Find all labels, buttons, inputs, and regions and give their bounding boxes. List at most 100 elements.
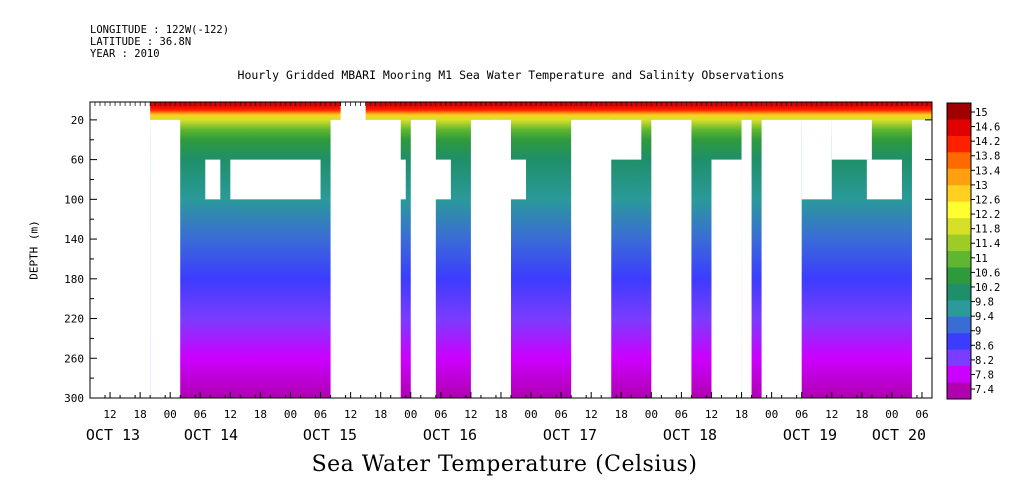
x-hour-label: 12 xyxy=(825,408,838,421)
x-hour-label: 18 xyxy=(855,408,868,421)
y-tick-label: 180 xyxy=(64,273,84,286)
y-tick-label: 20 xyxy=(71,114,84,127)
colorbar-swatch xyxy=(947,218,971,236)
x-hour-label: 00 xyxy=(284,408,297,421)
x-hour-label: 00 xyxy=(404,408,417,421)
missing-data-block xyxy=(370,159,406,200)
missing-data-block xyxy=(230,159,321,200)
x-day-label: OCT 18 xyxy=(663,426,717,444)
colorbar-tick-label: 7.4 xyxy=(975,384,994,396)
missing-data-block xyxy=(601,119,642,160)
missing-data-block xyxy=(771,199,787,398)
colorbar-swatch xyxy=(947,185,971,203)
missing-data-block xyxy=(490,119,511,398)
x-hour-label: 12 xyxy=(224,408,237,421)
x-hour-label: 06 xyxy=(795,408,808,421)
y-tick-label: 260 xyxy=(64,352,84,365)
x-hour-label: 12 xyxy=(103,408,116,421)
missing-data-block xyxy=(90,102,151,398)
colorbar-swatch xyxy=(947,201,971,219)
x-day-label: OCT 20 xyxy=(872,426,926,444)
x-hour-label: 00 xyxy=(164,408,177,421)
colorbar-swatch xyxy=(947,152,971,170)
colorbar-tick-label: 12.6 xyxy=(975,194,1000,206)
colorbar-tick-label: 9.4 xyxy=(975,311,994,323)
missing-data-block xyxy=(651,119,692,398)
x-hour-label: 12 xyxy=(464,408,477,421)
x-hour-label: 18 xyxy=(254,408,267,421)
colorbar-label: Sea Water Temperature (Celsius) xyxy=(311,452,698,477)
x-hour-label: 06 xyxy=(434,408,447,421)
colorbar-tick-label: 14.2 xyxy=(975,136,1000,148)
missing-data-block xyxy=(801,119,832,200)
colorbar-tick-label: 14.6 xyxy=(975,122,1000,134)
colorbar-tick-label: 10.2 xyxy=(975,282,1000,294)
colorbar-tick-label: 10.6 xyxy=(975,267,1000,279)
x-day-label: OCT 13 xyxy=(86,426,140,444)
missing-data-block xyxy=(150,119,181,398)
colorbar-swatch xyxy=(947,267,971,285)
colorbar-frame xyxy=(946,102,972,400)
x-day-label: OCT 17 xyxy=(543,426,597,444)
y-tick-label: 300 xyxy=(64,392,84,405)
y-tick-label: 220 xyxy=(64,313,84,326)
x-hour-label: 00 xyxy=(645,408,658,421)
x-hour-label: 18 xyxy=(735,408,748,421)
colorbar-swatch xyxy=(947,333,971,351)
x-hour-label: 06 xyxy=(314,408,327,421)
colorbar-tick-label: 13.4 xyxy=(975,165,1000,177)
colorbar-tick-label: 11.8 xyxy=(975,224,1000,236)
missing-data-block xyxy=(741,119,752,398)
colorbar-tick-label: 8.6 xyxy=(975,340,994,352)
x-hour-label: 06 xyxy=(194,408,207,421)
x-hour-label: 00 xyxy=(765,408,778,421)
y-tick-label: 100 xyxy=(64,193,84,206)
colorbar-tick-label: 11 xyxy=(975,253,988,265)
colorbar-swatch xyxy=(947,300,971,318)
x-hour-label: 18 xyxy=(374,408,387,421)
colorbar-swatch xyxy=(947,135,971,153)
x-day-label: OCT 16 xyxy=(423,426,477,444)
colorbar-swatch xyxy=(947,251,971,268)
colorbar-tick-label: 9.8 xyxy=(975,297,994,309)
missing-data-block xyxy=(425,159,451,200)
missing-data-block xyxy=(711,159,742,398)
x-hour-label: 06 xyxy=(554,408,567,421)
x-hour-label: 18 xyxy=(615,408,628,421)
missing-data-block xyxy=(571,119,612,398)
x-day-label: OCT 19 xyxy=(783,426,837,444)
colorbar-tick-label: 15 xyxy=(975,107,988,119)
y-tick-label: 60 xyxy=(71,154,84,167)
x-hour-label: 12 xyxy=(705,408,718,421)
x-hour-label: 18 xyxy=(133,408,146,421)
colorbar-tick-label: 13 xyxy=(975,180,988,192)
missing-data-block xyxy=(205,159,221,200)
longitude-label: LONGITUDE : 122W(-122) xyxy=(90,24,230,36)
colorbar-tick-label: 8.2 xyxy=(975,355,994,367)
colorbar-tick-label: 7.8 xyxy=(975,369,994,381)
colorbar-swatch xyxy=(947,382,971,400)
colorbar-swatch xyxy=(947,316,971,334)
colorbar-swatch xyxy=(947,349,971,367)
colorbar-swatch xyxy=(947,283,971,301)
x-hour-label: 06 xyxy=(675,408,688,421)
colorbar-tick-label: 9 xyxy=(975,326,981,338)
colorbar-swatch xyxy=(947,103,971,120)
year-label: YEAR : 2010 xyxy=(90,48,160,60)
y-tick-label: 140 xyxy=(64,233,84,246)
x-hour-label: 12 xyxy=(344,408,357,421)
colorbar-swatch xyxy=(947,168,971,186)
colorbar-swatch xyxy=(947,366,971,384)
x-hour-label: 06 xyxy=(915,408,928,421)
x-day-label: OCT 15 xyxy=(303,426,357,444)
x-hour-label: 18 xyxy=(494,408,507,421)
x-day-label: OCT 14 xyxy=(184,426,238,444)
x-hour-label: 00 xyxy=(524,408,537,421)
colorbar-swatch xyxy=(947,234,971,252)
x-hour-label: 12 xyxy=(585,408,598,421)
missing-data-block xyxy=(866,159,902,200)
chart-title: Hourly Gridded MBARI Mooring M1 Sea Wate… xyxy=(237,68,785,82)
x-hour-label: 00 xyxy=(885,408,898,421)
colorbar-tick-label: 11.4 xyxy=(975,238,1000,250)
